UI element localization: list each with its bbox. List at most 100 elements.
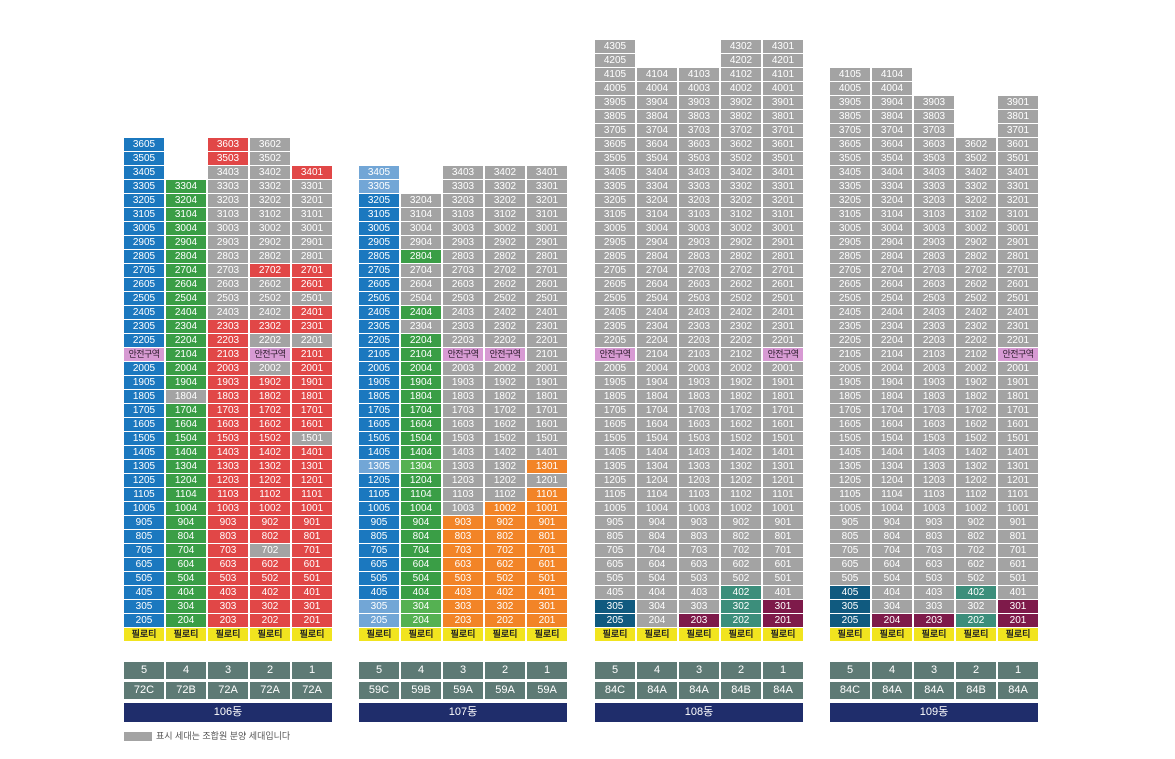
unit-cell: 2702: [721, 264, 761, 277]
unit-cell: 3103: [443, 208, 483, 221]
unit-cell: 1102: [956, 488, 996, 501]
unit-cell: 2602: [956, 278, 996, 291]
unit-cell: 3204: [401, 194, 441, 207]
unit-cell: 3905: [830, 96, 870, 109]
piloti-cell: 필로티: [763, 628, 803, 641]
unit-cell: 2305: [124, 320, 164, 333]
unit-cell: 1804: [637, 390, 677, 403]
unit-cell: 703: [914, 544, 954, 557]
unit-cell: 504: [637, 572, 677, 585]
unit-cell: 405: [124, 586, 164, 599]
unit-cell: 2205: [595, 334, 635, 347]
unit-cell: 3004: [872, 222, 912, 235]
unit-cell: 3605: [595, 138, 635, 151]
unit-cell: 2301: [527, 320, 567, 333]
safe-zone-cell: 안전구역: [595, 348, 635, 361]
unit-cell: 1402: [721, 446, 761, 459]
unit-cell: 1901: [998, 376, 1038, 389]
unit-cell: 2905: [124, 236, 164, 249]
unit-cell: 501: [292, 572, 332, 585]
unit-cell: 1001: [763, 502, 803, 515]
unit-type-cell: 72C: [124, 682, 164, 699]
unit-cell: 203: [914, 614, 954, 627]
unit-cell: 1705: [359, 404, 399, 417]
unit-cell: 204: [166, 614, 206, 627]
unit-cell: 1303: [443, 460, 483, 473]
unit-cell: 2103: [679, 348, 719, 361]
unit-cell: 1604: [401, 418, 441, 431]
unit-cell: 2204: [401, 334, 441, 347]
piloti-cell: 필로티: [250, 628, 290, 641]
unit-cell: 605: [124, 558, 164, 571]
unit-cell: 1601: [292, 418, 332, 431]
unit-cell: 2901: [763, 236, 803, 249]
unit-cell: 3203: [443, 194, 483, 207]
line-number-cell: 1: [763, 662, 803, 679]
unit-cell: 205: [124, 614, 164, 627]
unit-cell: 2801: [763, 250, 803, 263]
unit-cell: 2205: [124, 334, 164, 347]
unit-cell: 2401: [763, 306, 803, 319]
unit-cell: 3705: [595, 124, 635, 137]
unit-cell: 3102: [485, 208, 525, 221]
unit-cell: 3504: [637, 152, 677, 165]
unit-cell: 303: [208, 600, 248, 613]
unit-cell: 1702: [721, 404, 761, 417]
unit-cell: 3203: [679, 194, 719, 207]
unit-cell: 1302: [956, 460, 996, 473]
unit-cell: 2601: [292, 278, 332, 291]
unit-cell: 3701: [998, 124, 1038, 137]
unit-cell: 503: [914, 572, 954, 585]
unit-cell: 1604: [872, 418, 912, 431]
unit-cell: 804: [872, 530, 912, 543]
unit-cell: 1502: [250, 432, 290, 445]
building-name-bar: 107동: [359, 703, 567, 722]
unit-cell: 303: [914, 600, 954, 613]
unit-cell: 2705: [830, 264, 870, 277]
unit-cell: 1205: [359, 474, 399, 487]
unit-cell: 1503: [443, 432, 483, 445]
unit-cell: 2103: [208, 348, 248, 361]
unit-cell: 705: [830, 544, 870, 557]
unit-cell: 3403: [208, 166, 248, 179]
unit-cell: 2604: [166, 278, 206, 291]
unit-cell: 2705: [124, 264, 164, 277]
unit-cell: 903: [679, 516, 719, 529]
unit-cell: 3502: [721, 152, 761, 165]
unit-cell: 1203: [443, 474, 483, 487]
unit-cell: 905: [359, 516, 399, 529]
unit-cell: 305: [830, 600, 870, 613]
unit-cell: 704: [872, 544, 912, 557]
unit-cell: 2205: [830, 334, 870, 347]
unit-cell: 2404: [872, 306, 912, 319]
unit-cell: 304: [637, 600, 677, 613]
unit-cell: 702: [250, 544, 290, 557]
unit-cell: 1805: [359, 390, 399, 403]
unit-cell: 2005: [124, 362, 164, 375]
line-number-cell: 1: [527, 662, 567, 679]
unit-cell: 1403: [679, 446, 719, 459]
unit-cell: 2604: [872, 278, 912, 291]
unit-cell: 3101: [998, 208, 1038, 221]
unit-cell: 3301: [763, 180, 803, 193]
unit-cell: 801: [998, 530, 1038, 543]
unit-cell: 2803: [679, 250, 719, 263]
unit-cell: 504: [166, 572, 206, 585]
unit-cell: 1801: [527, 390, 567, 403]
piloti-cell: 필로티: [208, 628, 248, 641]
unit-cell: 4001: [763, 82, 803, 95]
unit-cell: 1204: [872, 474, 912, 487]
unit-cell: 702: [721, 544, 761, 557]
unit-cell: 3604: [872, 138, 912, 151]
unit-cell: 602: [956, 558, 996, 571]
unit-cell: 2902: [485, 236, 525, 249]
unit-cell: 3102: [721, 208, 761, 221]
unit-cell: 3003: [914, 222, 954, 235]
unit-type-cell: 84C: [830, 682, 870, 699]
unit-cell: 3605: [124, 138, 164, 151]
piloti-cell: 필로티: [998, 628, 1038, 641]
unit-cell: 3104: [872, 208, 912, 221]
unit-cell: 4201: [763, 54, 803, 67]
unit-cell: 3205: [830, 194, 870, 207]
unit-cell: 1901: [527, 376, 567, 389]
